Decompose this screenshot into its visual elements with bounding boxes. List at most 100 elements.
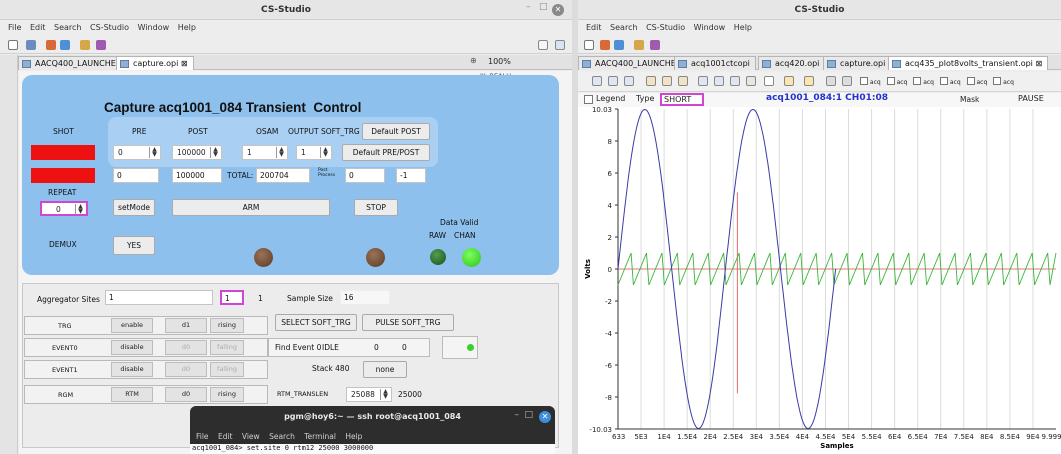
demux-yes-button[interactable]: YES xyxy=(113,236,155,255)
event1-d0-button[interactable]: d0 xyxy=(165,362,207,377)
zoom-in-icon[interactable] xyxy=(646,76,656,86)
tab-acq420[interactable]: acq420.opi xyxy=(758,56,826,70)
add-axis-icon[interactable] xyxy=(608,76,618,86)
perspective-icon[interactable] xyxy=(538,40,548,50)
setmode-button[interactable]: setMode xyxy=(113,199,155,216)
soft-trg-spinner[interactable]: 1 ▲ ▼ xyxy=(296,145,332,160)
acq-checkbox-2[interactable]: acq xyxy=(886,77,907,86)
axis-zoom-icon[interactable] xyxy=(592,76,602,86)
menu-cs-studio[interactable]: CS-Studio xyxy=(646,23,686,32)
tab-acq1001ctc[interactable]: acq1001ctcopi xyxy=(674,56,756,70)
debug-icon[interactable] xyxy=(60,40,70,50)
zoom-out-icon[interactable] xyxy=(662,76,672,86)
default-post-button[interactable]: Default POST xyxy=(362,123,430,140)
pointer-icon[interactable] xyxy=(764,76,774,86)
event0-falling-button[interactable]: falling xyxy=(210,340,244,355)
default-pre-post-button[interactable]: Default PRE/POST xyxy=(342,144,430,161)
terminal-menu-search[interactable]: Search xyxy=(269,432,295,441)
menu-edit[interactable]: Edit xyxy=(29,23,46,32)
trg-d1-button[interactable]: d1 xyxy=(165,318,207,333)
event0-disable-button[interactable]: disable xyxy=(111,340,153,355)
export-icon[interactable] xyxy=(826,76,836,86)
vertical-zoom-icon[interactable] xyxy=(714,76,724,86)
new-icon[interactable] xyxy=(584,40,594,50)
event1-disable-button[interactable]: disable xyxy=(111,362,153,377)
terminal-menu-file[interactable]: File xyxy=(196,432,209,441)
menu-help[interactable]: Help xyxy=(733,23,752,32)
spinner-arrows-icon[interactable]: ▲ ▼ xyxy=(149,147,159,158)
spinner-arrows-icon[interactable]: ▲ ▼ xyxy=(75,204,85,215)
zoom-icon[interactable]: ⊕ xyxy=(470,56,477,65)
stack-none-button[interactable]: none xyxy=(363,361,407,378)
menu-window[interactable]: Window xyxy=(137,23,170,32)
snapshot-icon[interactable] xyxy=(842,76,852,86)
event1-falling-button[interactable]: falling xyxy=(210,362,244,377)
pencil-icon[interactable] xyxy=(650,40,660,50)
minimize-icon[interactable]: – xyxy=(526,2,531,12)
terminal-body[interactable]: acq1001_084> set.site 0 rtm12 25000 3000… xyxy=(190,444,555,454)
select-soft-trg-button[interactable]: SELECT SOFT_TRG xyxy=(275,314,357,331)
tab-capture[interactable]: capture.opi ⊠ xyxy=(116,56,194,70)
terminal-menu-terminal[interactable]: Terminal xyxy=(304,432,336,441)
menu-search[interactable]: Search xyxy=(610,23,638,32)
menu-edit[interactable]: Edit xyxy=(586,23,602,32)
pause-button[interactable]: PAUSE xyxy=(1018,94,1044,103)
acq-checkbox-5[interactable]: acq xyxy=(966,77,987,86)
pencil-icon[interactable] xyxy=(96,40,106,50)
horizontal-zoom-icon[interactable] xyxy=(698,76,708,86)
tab-capture[interactable]: capture.opi xyxy=(823,56,892,70)
pulse-soft-trg-button[interactable]: PULSE SOFT_TRG xyxy=(362,314,454,331)
rgm-d0-button[interactable]: d0 xyxy=(165,387,207,402)
fit-icon[interactable] xyxy=(678,76,688,86)
repeat-spinner[interactable]: 0 ▲ ▼ xyxy=(40,201,88,216)
close-tab-icon[interactable]: ⊠ xyxy=(1035,59,1043,68)
menu-help[interactable]: Help xyxy=(177,23,196,32)
tab-acq435-plot[interactable]: acq435_plot8volts_transient.opi ⊠ xyxy=(888,56,1049,70)
undo-icon[interactable] xyxy=(784,76,794,86)
save-icon[interactable] xyxy=(26,40,36,50)
rgm-rtm-button[interactable]: RTM xyxy=(111,387,153,402)
waveform-plot[interactable]: 633 5E3 1E4 1.5E4 2E4 2.5E4 3E4 3.5E4 4E4 4.5E4 5E… xyxy=(578,107,1061,454)
arm-button[interactable]: ARM xyxy=(172,199,330,216)
pre-spinner[interactable]: 0 ▲ ▼ xyxy=(113,145,161,160)
maximize-icon[interactable]: □ xyxy=(539,2,548,12)
rgm-rising-button[interactable]: rising xyxy=(210,387,244,402)
terminal-minimize-icon[interactable]: – xyxy=(514,410,520,420)
osam-spinner[interactable]: 1 ▲ ▼ xyxy=(242,145,288,160)
terminal-close-icon[interactable]: ✕ xyxy=(539,411,551,423)
aggregator-box[interactable]: 1 xyxy=(220,290,244,305)
terminal-menu-view[interactable]: View xyxy=(241,432,260,441)
close-tab-icon[interactable]: ⊠ xyxy=(180,59,188,68)
post-spinner[interactable]: 100000 ▲ ▼ xyxy=(172,145,222,160)
acq-checkbox-1[interactable]: acq xyxy=(860,77,881,86)
acq-checkbox-4[interactable]: acq xyxy=(939,77,961,86)
trg-enable-button[interactable]: enable xyxy=(111,318,153,333)
rtm-translen-spinner[interactable]: 25088 ▲ ▼ xyxy=(346,387,392,402)
spinner-arrows-icon[interactable]: ▲ ▼ xyxy=(380,389,390,400)
stop-button[interactable]: STOP xyxy=(354,199,398,216)
type-field[interactable]: SHORT xyxy=(660,93,704,106)
layout-icon[interactable] xyxy=(555,40,565,50)
menu-file[interactable]: File xyxy=(8,23,22,32)
spinner-arrows-icon[interactable]: ▲ ▼ xyxy=(210,147,220,158)
menu-search[interactable]: Search xyxy=(53,23,82,32)
new-icon[interactable] xyxy=(8,40,18,50)
pan-icon[interactable] xyxy=(746,76,756,86)
acq-checkbox-3[interactable]: acq xyxy=(913,77,934,86)
menu-window[interactable]: Window xyxy=(693,23,726,32)
redo-icon[interactable] xyxy=(804,76,814,86)
run-icon[interactable] xyxy=(600,40,610,50)
trg-rising-button[interactable]: rising xyxy=(210,318,244,333)
acq-checkbox-6[interactable]: acq xyxy=(993,77,1014,86)
close-icon[interactable]: ✕ xyxy=(552,4,564,16)
remove-axis-icon[interactable] xyxy=(624,76,634,86)
run-icon[interactable] xyxy=(46,40,56,50)
event0-d0-button[interactable]: d0 xyxy=(165,340,207,355)
spinner-arrows-icon[interactable]: ▲ ▼ xyxy=(320,147,330,158)
zoom-level[interactable]: 100% xyxy=(488,57,511,66)
terminal-maximize-icon[interactable]: □ xyxy=(524,410,533,420)
legend-checkbox[interactable] xyxy=(584,95,593,104)
menu-cs-studio[interactable]: CS-Studio xyxy=(90,23,130,32)
open-icon[interactable] xyxy=(634,40,644,50)
open-icon[interactable] xyxy=(80,40,90,50)
